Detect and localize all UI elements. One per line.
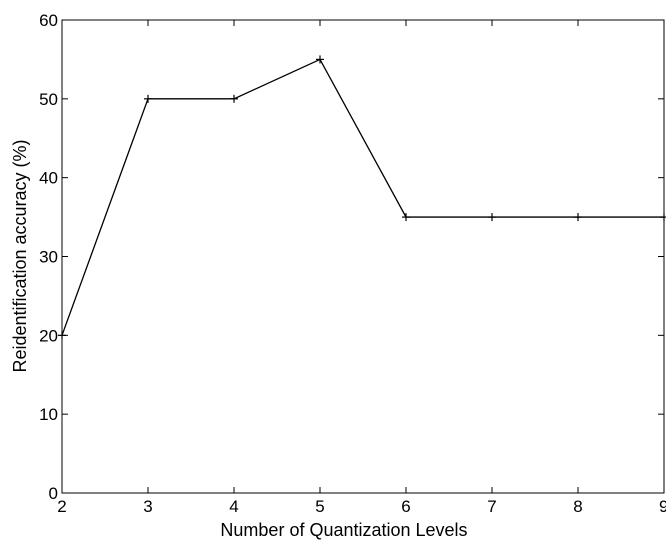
x-tick-label: 5 [315,497,324,516]
data-point [660,213,666,222]
data-point [402,213,410,222]
data-point [488,213,496,222]
x-tick-label: 9 [659,497,666,516]
y-tick-label: 40 [39,169,58,188]
y-tick-label: 60 [39,11,58,30]
y-tick-label: 50 [39,90,58,109]
y-axis: 0 10 20 30 40 50 60 [39,11,664,503]
data-point [230,94,238,103]
series-line [61,58,664,336]
y-tick-label: 0 [49,484,58,503]
data-point [574,213,582,222]
data-point [58,331,66,340]
x-axis: 2 3 4 5 6 7 8 9 [57,20,666,516]
x-tick-label: 3 [143,497,152,516]
data-point [316,55,324,64]
x-tick-label: 8 [573,497,582,516]
y-tick-label: 20 [39,326,58,345]
plot-area [61,19,665,494]
y-tick-label: 10 [39,405,58,424]
x-tick-label: 7 [487,497,496,516]
y-tick-label: 30 [39,248,58,267]
x-axis-title: Number of Quantization Levels [220,520,467,540]
y-axis-title: Reidentification accuracy (%) [10,139,30,372]
x-tick-label: 2 [57,497,66,516]
x-tick-label: 6 [401,497,410,516]
x-tick-label: 4 [229,497,238,516]
data-point [144,94,152,103]
series-markers [58,55,666,340]
